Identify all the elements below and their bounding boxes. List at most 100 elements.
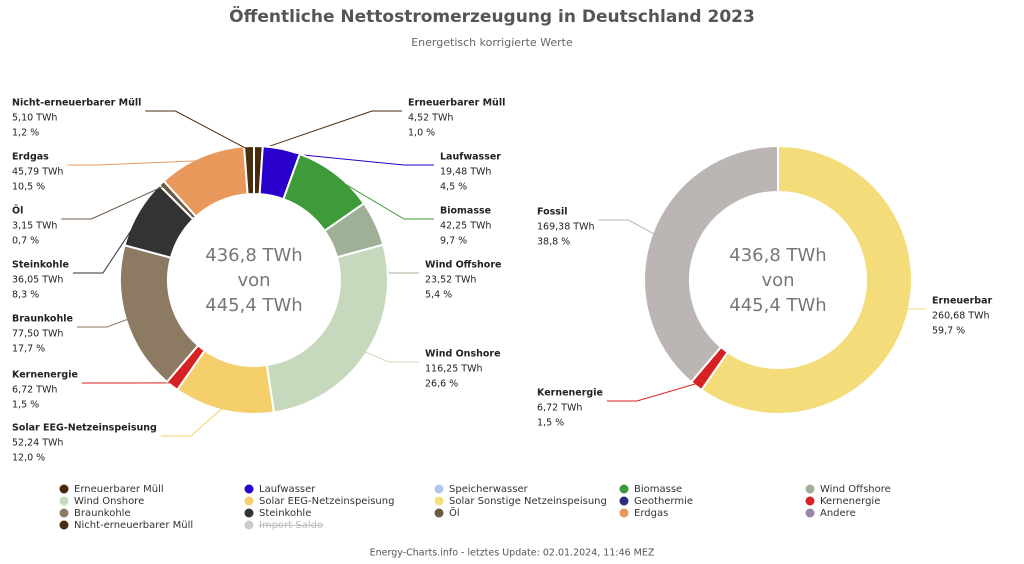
slice-label: Kernenergie 6,72 TWh 1,5 % [12, 370, 78, 411]
legend-item[interactable]: Wind Onshore [59, 496, 145, 507]
slice-value: 169,38 TWh [537, 222, 594, 233]
legend-swatch [244, 484, 254, 494]
leader-line [160, 406, 225, 437]
chart-title: Öffentliche Nettostromerzeugung in Deuts… [229, 5, 755, 27]
slice-value: 52,24 TWh [12, 438, 63, 449]
legend-swatch [59, 508, 69, 518]
slice-share: 5,4 % [425, 290, 452, 301]
slice-name: Steinkohle [12, 260, 69, 271]
legend-swatch [434, 496, 444, 506]
slice-value: 4,52 TWh [408, 113, 453, 124]
leader-line [258, 110, 402, 151]
slice-value: 77,50 TWh [12, 329, 63, 340]
legend-item[interactable]: Braunkohle [59, 508, 131, 519]
slice-share: 38,8 % [537, 237, 570, 248]
legend-item[interactable]: Solar EEG-Netzeinspeisung [244, 496, 395, 507]
slice-label: Kernenergie 6,72 TWh 1,5 % [537, 388, 603, 429]
leader-line [332, 176, 434, 220]
leader-line [362, 350, 419, 363]
leader-line [371, 224, 419, 274]
legend-item[interactable]: Laufwasser [244, 484, 317, 495]
legend-label: Wind Onshore [74, 496, 144, 507]
legend-label: Solar EEG-Netzeinspeisung [259, 496, 394, 507]
slice-name: Öl [12, 206, 23, 217]
center-label: 445,4 TWh [205, 295, 302, 316]
leader-line [67, 160, 203, 166]
legend-item[interactable]: Steinkohle [244, 508, 312, 519]
legend-item[interactable]: Import Saldo [244, 520, 324, 531]
slice-label: Steinkohle 36,05 TWh 8,3 % [12, 260, 69, 301]
footer: Energy-Charts.info - letztes Update: 02.… [370, 548, 655, 559]
legend-swatch [619, 484, 629, 494]
slice-name: Wind Offshore [425, 260, 501, 271]
slice-value: 42,25 TWh [440, 221, 491, 232]
legend-item[interactable]: Speicherwasser [434, 484, 529, 495]
slice-value: 3,15 TWh [12, 221, 57, 232]
slice-label: Fossil 169,38 TWh 38,8 % [537, 207, 594, 248]
slice-share: 0,7 % [12, 236, 39, 247]
legend-item[interactable]: Geothermie [619, 496, 694, 507]
leader-line [145, 110, 250, 151]
legend-label: Laufwasser [259, 484, 316, 495]
legend-label: Öl [449, 506, 460, 519]
legend-swatch [619, 508, 629, 518]
donut-slice [265, 243, 389, 414]
legend-label: Steinkohle [259, 508, 311, 519]
legend-swatch [59, 520, 69, 530]
slice-name: Wind Onshore [425, 349, 501, 360]
slice-name: Erdgas [12, 152, 49, 163]
legend-label: Biomasse [634, 484, 682, 495]
legend-swatch [59, 496, 69, 506]
legend-item[interactable]: Erdgas [619, 508, 669, 519]
slice-name: Braunkohle [12, 314, 73, 325]
donut-slice [700, 144, 913, 415]
legend-item[interactable]: Erneuerbarer Müll [59, 484, 164, 495]
legend-swatch [59, 484, 69, 494]
chart-subtitle: Energetisch korrigierte Werte [411, 36, 573, 49]
leader-line [76, 318, 131, 328]
slice-label: Erdgas 45,79 TWh 10,5 % [12, 152, 63, 193]
slice-value: 260,68 TWh [932, 311, 989, 322]
slice-share: 10,5 % [12, 182, 45, 193]
slice-label: Erneuerbar 260,68 TWh 59,7 % [932, 296, 992, 337]
legend-swatch [244, 508, 254, 518]
legend-item[interactable]: Wind Offshore [805, 484, 891, 495]
slice-share: 17,7 % [12, 344, 45, 355]
legend-label: Import Saldo [259, 520, 323, 531]
legend-item[interactable]: Öl [434, 506, 460, 519]
legend-swatch [434, 484, 444, 494]
leader-line [606, 382, 699, 402]
slice-share: 1,2 % [12, 128, 39, 139]
slice-name: Fossil [537, 207, 567, 218]
slice-name: Erneuerbar [932, 296, 992, 307]
legend-label: Nicht-erneuerbarer Müll [74, 520, 193, 531]
slice-share: 59,7 % [932, 326, 965, 337]
slice-name: Erneuerbarer Müll [408, 98, 505, 109]
slice-share: 9,7 % [440, 236, 467, 247]
legend-item[interactable]: Andere [805, 508, 856, 519]
slice-label: Biomasse 42,25 TWh 9,7 % [440, 206, 491, 247]
legend-swatch [244, 496, 254, 506]
slice-value: 5,10 TWh [12, 113, 57, 124]
slice-value: 23,52 TWh [425, 275, 476, 286]
legend-item[interactable]: Kernenergie [805, 496, 881, 507]
slice-label: Öl 3,15 TWh 0,7 % [12, 206, 57, 247]
legend-label: Geothermie [634, 496, 693, 507]
legend-item[interactable]: Biomasse [619, 484, 683, 495]
legend-swatch [805, 484, 815, 494]
legend-item[interactable]: Solar Sonstige Netzeinspeisung [434, 496, 607, 507]
center-label: von [237, 270, 270, 291]
legend-item[interactable]: Nicht-erneuerbarer Müll [59, 520, 194, 531]
slice-share: 8,3 % [12, 290, 39, 301]
legend-swatch [619, 496, 629, 506]
donut-slice [243, 144, 255, 196]
slice-share: 1,5 % [12, 400, 39, 411]
leader-line [280, 152, 434, 166]
slice-value: 19,48 TWh [440, 167, 491, 178]
leader-line [598, 219, 657, 236]
donut-slice [643, 144, 779, 384]
legend-swatch [805, 496, 815, 506]
slice-share: 12,0 % [12, 453, 45, 464]
legend-label: Wind Offshore [820, 484, 891, 495]
